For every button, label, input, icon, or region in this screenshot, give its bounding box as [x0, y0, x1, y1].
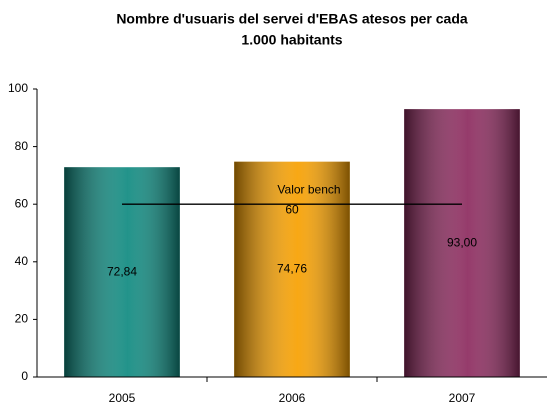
- y-tick-label: 100: [8, 81, 28, 95]
- value-label: 93,00: [447, 235, 477, 249]
- bar-shading: [404, 109, 520, 377]
- benchmark-value: 60: [285, 202, 299, 216]
- y-tick-label: 80: [15, 139, 29, 153]
- value-label: 72,84: [107, 264, 137, 278]
- x-tick-label: 2005: [109, 391, 136, 405]
- bar-shading: [234, 161, 350, 377]
- benchmark-label: Valor bench: [277, 182, 340, 196]
- y-tick-label: 0: [21, 369, 28, 383]
- value-label: 74,76: [277, 262, 307, 276]
- x-tick-label: 2007: [449, 391, 476, 405]
- bar-shading: [64, 167, 180, 377]
- y-tick-label: 60: [15, 196, 29, 210]
- x-tick-label: 2006: [279, 391, 306, 405]
- chart-title: 1.000 habitants: [241, 32, 342, 48]
- y-tick-label: 40: [15, 254, 29, 268]
- chart-title: Nombre d'usuaris del servei d'EBAS ateso…: [116, 11, 468, 27]
- y-tick-label: 20: [15, 312, 29, 326]
